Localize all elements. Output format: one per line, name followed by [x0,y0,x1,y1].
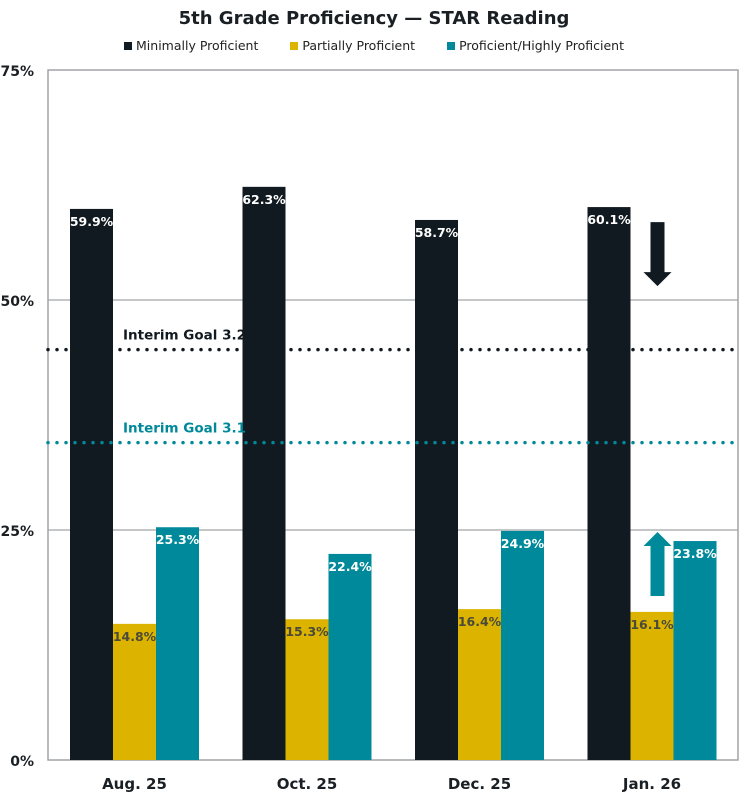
bar [242,186,286,761]
legend: Minimally Proficient Partially Proficien… [0,38,748,53]
plot-frame [47,69,739,761]
legend-label: Minimally Proficient [136,38,259,53]
bar [501,530,544,760]
y-tick-label: 75% [0,64,34,80]
data-label: 14.8% [113,629,157,644]
bar [70,208,113,761]
y-tick-label: 50% [0,294,34,310]
data-label: 22.4% [328,559,372,574]
data-label: 23.8% [673,546,717,561]
bar [285,619,329,760]
x-tick-label: Aug. 25 [102,775,167,793]
legend-label: Partially Proficient [302,38,416,53]
legend-swatch [447,42,456,50]
y-tick-label: 25% [0,524,34,540]
reference-line-label: Interim Goal 3.2 [123,328,246,344]
bar [458,609,501,760]
legend-swatch [290,42,299,50]
bar [673,541,717,760]
data-label: 59.9% [70,214,114,229]
x-tick-label: Oct. 25 [277,775,338,793]
chart-title: 5th Grade Proficiency — STAR Reading [178,8,570,29]
arrow-up-icon [643,532,672,596]
bar [587,207,631,760]
bar [156,527,199,760]
x-tick-label: Jan. 26 [622,775,681,793]
reference-line-label: Interim Goal 3.1 [123,421,246,437]
arrow-down-icon [643,222,672,287]
data-label: 16.1% [630,617,674,632]
data-label: 15.3% [285,624,329,639]
bar [630,611,674,760]
data-label: 25.3% [156,532,200,547]
legend-label: Proficient/Highly Proficient [459,38,624,53]
data-label: 24.9% [501,536,545,551]
bar [113,623,156,760]
data-label: 58.7% [415,225,459,240]
data-label: 62.3% [242,192,286,207]
legend-item-partially: Partially Proficient [290,38,415,53]
bar [328,553,372,760]
legend-item-minimally: Minimally Proficient [124,38,258,53]
y-tick-label: 0% [10,754,34,770]
x-tick-label: Dec. 25 [448,775,511,793]
data-label: 60.1% [587,212,631,227]
legend-item-proficient: Proficient/Highly Proficient [447,38,624,53]
data-label: 16.4% [458,614,502,629]
legend-swatch [124,42,133,50]
bar [415,219,458,760]
